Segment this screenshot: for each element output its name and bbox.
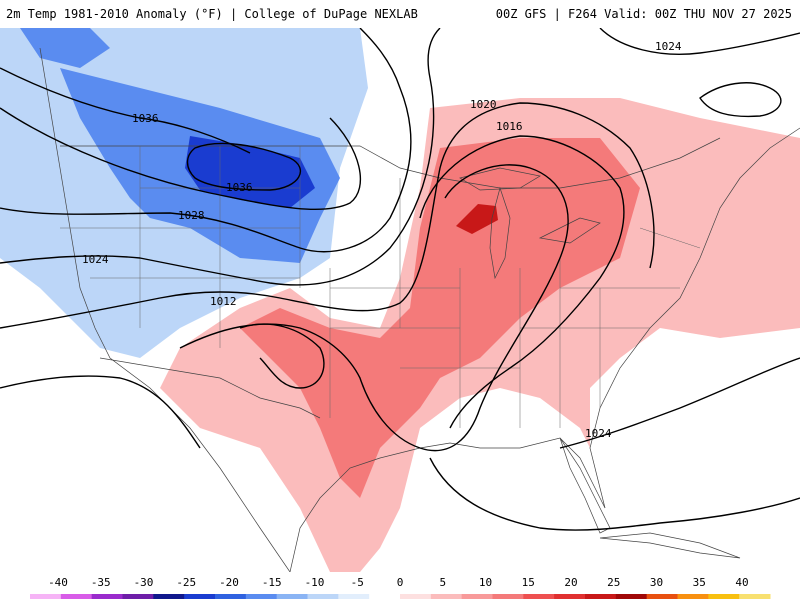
cold-anomaly-northwest	[20, 28, 110, 68]
colorbar-tick: -15	[262, 576, 282, 589]
isobar-1024-east	[559, 357, 800, 449]
isobar-label: 1036	[226, 181, 253, 194]
colorbar-tick: 35	[693, 576, 706, 589]
colorbar-tick-labels: -40 -35 -30 -25 -20 -15 -10 -5 0 5 10 15 20 25 30 35 40	[48, 576, 749, 589]
gulf-coastline	[289, 437, 606, 572]
colorbar-swatch	[646, 594, 678, 599]
colorbar-tick: 30	[650, 576, 663, 589]
colorbar-swatch	[554, 594, 586, 599]
map-canvas: 1036 1036 1028 1024 1012 1020 1016 1024 …	[0, 28, 800, 572]
colorbar-swatch	[91, 594, 123, 599]
isobar-south-loop	[0, 375, 201, 449]
isobar-label: 1016	[496, 120, 523, 133]
isobar-1028	[0, 28, 412, 253]
great-lake-superior	[459, 167, 541, 191]
colorbar-tick: -40	[48, 576, 68, 589]
map-header: 2m Temp 1981-2010 Anomaly (°F) | College…	[0, 0, 800, 28]
isobar-1032	[0, 107, 362, 211]
isobar-label: 1020	[470, 98, 497, 111]
run-info: 00Z GFS | F264 Valid: 00Z THU NOV 27 202…	[495, 7, 792, 21]
warm-anomaly-strong	[456, 204, 498, 234]
isobar-label: 1024	[655, 40, 682, 53]
isobars	[0, 28, 800, 531]
colorbar-swatch	[615, 594, 648, 599]
isobar-label: 1028	[178, 209, 205, 222]
colorbar-swatch	[276, 594, 308, 599]
map-title: 2m Temp 1981-2010 Anomaly (°F) | College…	[6, 7, 418, 21]
colorbar-tick: 5	[439, 576, 446, 589]
great-lake-michigan	[489, 186, 511, 280]
isobar-1036-a	[0, 67, 251, 154]
cuba-island	[599, 532, 741, 559]
florida-peninsula	[559, 437, 611, 534]
colorbar-tick: -25	[176, 576, 196, 589]
cold-anomaly-strong	[185, 136, 315, 208]
isobar-label: 1024	[585, 427, 612, 440]
us-canada-border	[60, 137, 721, 189]
state-lines-west	[60, 146, 301, 348]
colorbar-swatches	[30, 594, 771, 599]
us-mexico-border	[99, 357, 321, 419]
colorbar-swatch	[60, 594, 93, 599]
colorbar-tick: 20	[564, 576, 577, 589]
colorbar-swatch	[245, 594, 278, 599]
colorbar: -40 -35 -30 -25 -20 -15 -10 -5 0 5 10 15 20 25 30 35 40	[0, 572, 800, 600]
colorbar-swatch	[585, 594, 617, 599]
colorbar-swatch	[708, 594, 740, 599]
colorbar-swatch	[369, 594, 401, 599]
isobar-label: 1036	[132, 112, 159, 125]
colorbar-tick: 15	[522, 576, 535, 589]
anomaly-shading	[0, 28, 800, 572]
colorbar-canvas: -40 -35 -30 -25 -20 -15 -10 -5 0 5 10 15 20 25 30 35 40	[30, 576, 771, 599]
isobar-1028-atlantic	[699, 82, 782, 118]
colorbar-tick: 40	[735, 576, 748, 589]
isobar-1012	[179, 164, 569, 452]
isobar-label: 1024	[82, 253, 109, 266]
colorbar-swatch	[739, 594, 771, 599]
colorbar-tick: -10	[305, 576, 325, 589]
isobar-1016	[419, 135, 625, 429]
colorbar-swatch	[122, 594, 154, 599]
anomaly-map[interactable]: 1036 1036 1028 1024 1012 1020 1016 1024 …	[0, 28, 800, 572]
colorbar-swatch	[215, 594, 247, 599]
colorbar-swatch	[461, 594, 493, 599]
state-lines-east	[519, 227, 701, 428]
colorbar-swatch	[184, 594, 216, 599]
isobar-1024-atlantic	[599, 28, 800, 55]
isobar-label: 1012	[210, 295, 237, 308]
colorbar-tick: -30	[134, 576, 154, 589]
colorbar-tick: 0	[397, 576, 404, 589]
colorbar-swatch	[400, 594, 432, 599]
colorbar-swatch	[492, 594, 524, 599]
warm-anomaly-core	[240, 138, 640, 498]
colorbar-swatch	[430, 594, 463, 599]
isobar-label-group: 1036 1036 1028 1024 1012 1020 1016 1024 …	[82, 40, 682, 440]
isobar-1036-b	[186, 142, 302, 191]
west-coastline	[39, 47, 291, 572]
colorbar-tick: 10	[479, 576, 492, 589]
colorbar-tick: 25	[607, 576, 620, 589]
colorbar-swatch	[677, 594, 709, 599]
colorbar-tick: -5	[351, 576, 364, 589]
isobar-1020-south	[429, 457, 800, 531]
colorbar-swatch	[307, 594, 339, 599]
isobar-1020	[0, 102, 655, 329]
great-lake-erie	[538, 217, 601, 244]
colorbar-swatch	[153, 594, 185, 599]
colorbar-swatch	[30, 594, 62, 599]
east-coastline	[589, 127, 800, 509]
isobar-1008	[239, 323, 325, 389]
colorbar-tick: -20	[219, 576, 239, 589]
colorbar-swatch	[523, 594, 555, 599]
geography-lines	[39, 47, 800, 572]
colorbar-tick: -35	[91, 576, 111, 589]
colorbar-swatch	[338, 594, 370, 599]
isobar-1024-west	[0, 28, 441, 286]
